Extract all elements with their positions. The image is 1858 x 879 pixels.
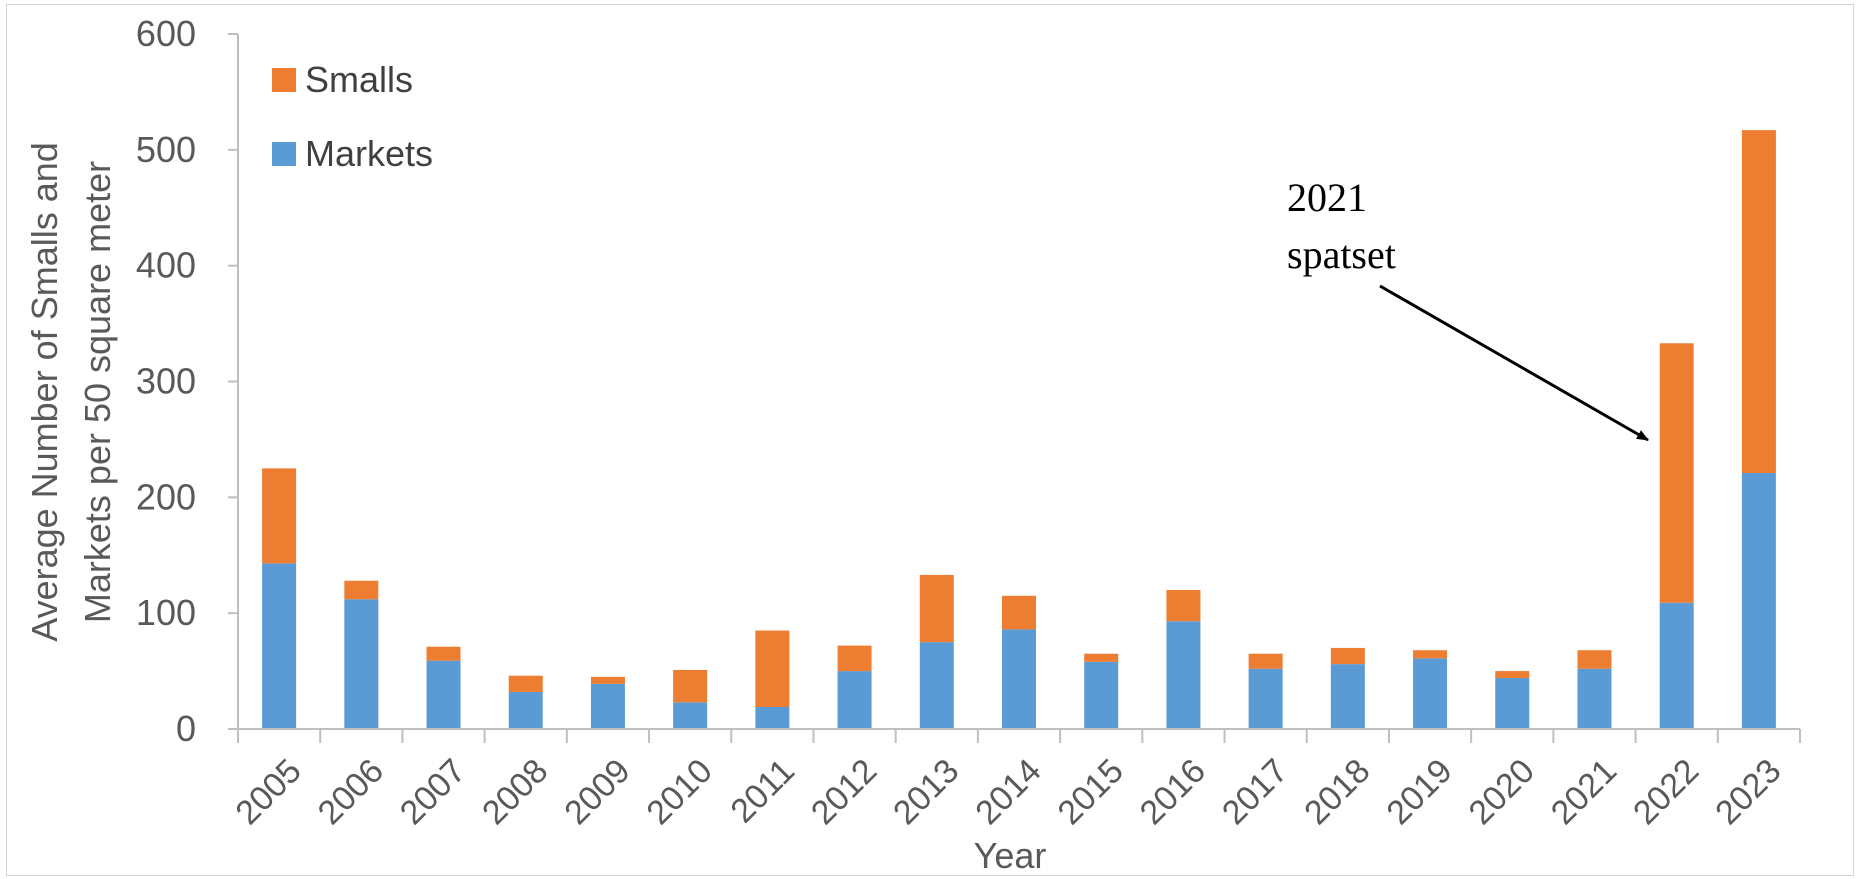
bar-markets-2012 bbox=[837, 671, 872, 729]
legend-label-markets: Markets bbox=[305, 133, 433, 174]
annotation-line-1: 2021 bbox=[1287, 175, 1367, 220]
bar-smalls-2015 bbox=[1084, 653, 1119, 662]
chart-frame bbox=[6, 4, 1854, 876]
bar-markets-2013 bbox=[919, 642, 954, 729]
bar-smalls-2017 bbox=[1248, 653, 1283, 669]
x-tick-label-2010: 2010 bbox=[639, 752, 719, 832]
bar-smalls-2016 bbox=[1166, 590, 1201, 622]
bar-smalls-2012 bbox=[837, 645, 872, 672]
y-axis-title-line-1: Average Number of Smalls and bbox=[24, 142, 65, 642]
x-tick-label-2013: 2013 bbox=[886, 752, 966, 832]
x-tick-label-2015: 2015 bbox=[1051, 752, 1131, 832]
y-axis: 0 100 200 300 400 500 600 bbox=[136, 13, 239, 749]
bar-markets-2005 bbox=[262, 563, 297, 729]
y-tick-label: 600 bbox=[136, 13, 196, 54]
bar-markets-2019 bbox=[1413, 658, 1448, 729]
x-tick-label-2008: 2008 bbox=[475, 752, 555, 832]
y-tick-label: 500 bbox=[136, 129, 196, 170]
bar-markets-2020 bbox=[1495, 678, 1530, 729]
bar-smalls-2018 bbox=[1330, 647, 1365, 665]
bar-smalls-2010 bbox=[673, 669, 708, 703]
x-tick-label-2016: 2016 bbox=[1133, 752, 1213, 832]
bar-markets-2023 bbox=[1741, 473, 1776, 729]
bar-smalls-2008 bbox=[508, 675, 543, 692]
bar-markets-2011 bbox=[755, 706, 790, 729]
bar-smalls-2011 bbox=[755, 630, 790, 707]
bar-markets-2021 bbox=[1577, 668, 1612, 729]
y-axis-title: Average Number of Smalls and bbox=[24, 142, 65, 642]
x-tick-label-2006: 2006 bbox=[311, 752, 391, 832]
x-tick-label-2009: 2009 bbox=[557, 752, 637, 832]
bar-smalls-2007 bbox=[426, 646, 461, 661]
y-tick-label: 100 bbox=[136, 592, 196, 633]
legend-swatch-smalls bbox=[272, 68, 296, 92]
y-axis-title-line-2: Markets per 50 square meter bbox=[77, 161, 118, 623]
bar-smalls-2006 bbox=[344, 580, 379, 600]
legend-label-smalls: Smalls bbox=[305, 59, 413, 100]
x-tick-label-2018: 2018 bbox=[1297, 752, 1377, 832]
bar-markets-2014 bbox=[1002, 629, 1036, 729]
bar-markets-2017 bbox=[1248, 668, 1283, 729]
x-tick-label-2019: 2019 bbox=[1379, 752, 1459, 832]
bar-smalls-2014 bbox=[1002, 595, 1036, 630]
bar-smalls-2020 bbox=[1495, 671, 1530, 679]
bar-smalls-2013 bbox=[919, 574, 954, 643]
bar-markets-2008 bbox=[508, 691, 543, 729]
x-tick-label-2020: 2020 bbox=[1462, 752, 1542, 832]
y-tick-label: 200 bbox=[136, 476, 196, 517]
bar-markets-2018 bbox=[1330, 664, 1365, 729]
annotation-line-2: spatset bbox=[1287, 232, 1396, 277]
bar-smalls-2009 bbox=[590, 676, 625, 684]
bar-markets-2006 bbox=[344, 599, 379, 729]
bar-smalls-2021 bbox=[1577, 650, 1612, 669]
bar-markets-2022 bbox=[1659, 602, 1694, 729]
x-axis: 2005 2006 2007 2008 2009 2010 2011 2012 2013 2014… bbox=[228, 728, 1801, 832]
x-tick-label-2023: 2023 bbox=[1708, 752, 1788, 832]
x-tick-label-2005: 2005 bbox=[228, 752, 308, 832]
legend-swatch-markets bbox=[272, 142, 296, 166]
bar-smalls-2022 bbox=[1659, 343, 1694, 603]
x-tick-label-2022: 2022 bbox=[1626, 752, 1706, 832]
bar-smalls-2019 bbox=[1413, 650, 1448, 659]
annotation: 2021 spatset bbox=[1287, 175, 1649, 442]
x-tick-label-2021: 2021 bbox=[1544, 752, 1624, 832]
bar-smalls-2023 bbox=[1741, 130, 1776, 474]
annotation-arrow bbox=[1379, 284, 1649, 442]
x-tick-label-2012: 2012 bbox=[804, 752, 884, 832]
bar-markets-2015 bbox=[1084, 661, 1119, 729]
bar-markets-2007 bbox=[426, 660, 461, 729]
bar-markets-2016 bbox=[1166, 621, 1201, 729]
legend: Smalls Markets bbox=[272, 59, 433, 174]
y-tick-label: 0 bbox=[176, 708, 196, 749]
y-tick-label: 400 bbox=[136, 245, 196, 286]
bar-markets-2010 bbox=[673, 702, 708, 729]
y-tick-label: 300 bbox=[136, 361, 196, 402]
bars bbox=[262, 130, 1776, 729]
bar-smalls-2005 bbox=[262, 468, 297, 564]
x-tick-label-2017: 2017 bbox=[1215, 752, 1295, 832]
bar-markets-2009 bbox=[590, 683, 625, 729]
x-tick-label-2011: 2011 bbox=[723, 752, 802, 831]
x-tick-label-2007: 2007 bbox=[393, 752, 473, 832]
x-tick-label-2014: 2014 bbox=[968, 752, 1048, 832]
x-axis-title: Year bbox=[974, 835, 1047, 876]
